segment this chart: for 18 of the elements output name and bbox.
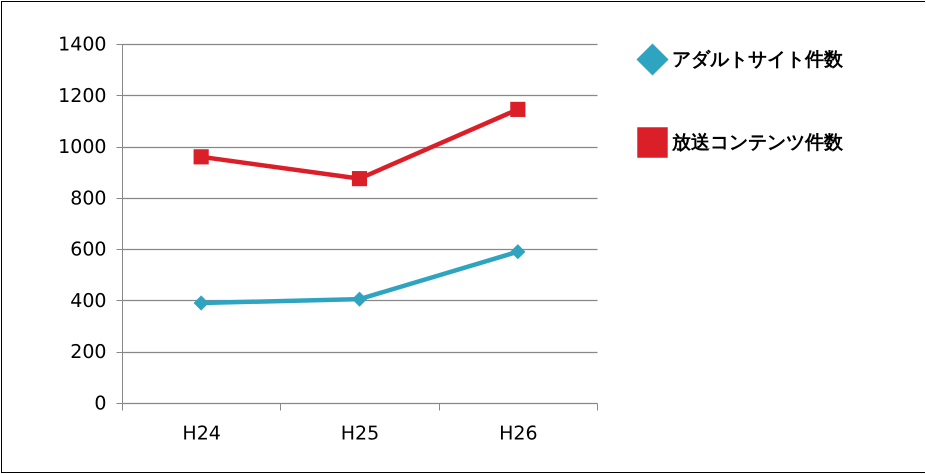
point <box>194 295 209 311</box>
point <box>510 244 526 260</box>
y-tick-label: 400 <box>70 290 106 312</box>
y-tick-label: 1400 <box>58 34 106 56</box>
legend-label: アダルトサイト件数 <box>672 48 844 70</box>
x-tick-label: H24 <box>182 422 221 444</box>
y-tick-label: 0 <box>94 392 106 414</box>
y-tick-label: 1000 <box>58 136 106 158</box>
y-tick-label: 600 <box>70 238 106 261</box>
point <box>510 102 526 117</box>
point <box>352 171 368 186</box>
point <box>194 149 209 164</box>
x-tick-label: H25 <box>340 422 380 444</box>
x-tick-label: H26 <box>499 422 538 444</box>
y-tick-label: 800 <box>70 187 106 210</box>
y-tick-label: 1200 <box>58 84 106 107</box>
legend-label: 放送コンテンツ件数 <box>671 132 844 154</box>
y-tick-label: 200 <box>70 341 106 364</box>
